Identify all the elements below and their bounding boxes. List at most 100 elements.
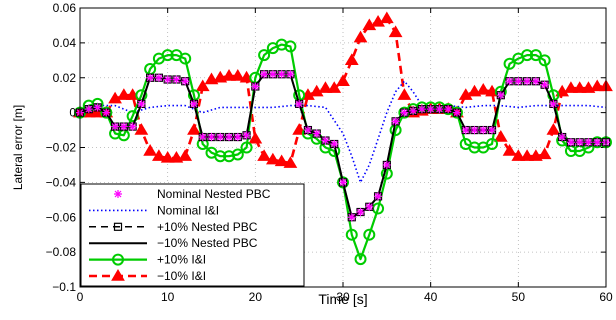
data-point-triangle [160, 150, 175, 163]
data-point-star [207, 133, 216, 142]
data-point-triangle [143, 144, 158, 156]
data-point-star [137, 99, 146, 108]
data-point-star [347, 213, 356, 222]
data-point-star [365, 202, 374, 211]
data-point-triangle [520, 149, 534, 161]
data-point-circle [112, 253, 124, 266]
data-point-star [549, 99, 558, 108]
x-tick-label: 30 [336, 290, 350, 304]
data-point-star [514, 77, 523, 86]
data-point-star [154, 73, 163, 82]
data-point-triangle [274, 154, 289, 167]
data-point-star [444, 105, 453, 114]
data-point-star [339, 178, 347, 187]
data-point-triangle [152, 149, 166, 161]
data-point-star [189, 99, 198, 108]
data-point-triangle [371, 14, 385, 27]
legend-label: −10% Nested PBC [157, 236, 258, 250]
data-point-star [93, 103, 102, 112]
data-point-triangle [309, 84, 324, 97]
data-point-circle [363, 228, 376, 241]
data-point-star [566, 138, 575, 147]
data-point-star [400, 108, 409, 117]
data-point-triangle [476, 82, 491, 95]
legend-label: Nominal I&I [157, 203, 219, 217]
data-point-star [321, 136, 330, 145]
legend-label: −10% I&I [157, 269, 206, 283]
data-point-triangle [379, 11, 394, 24]
data-point-circle [337, 176, 349, 189]
y-tick-label: −0.06 [46, 210, 77, 224]
x-tick-label: 20 [249, 290, 263, 304]
data-point-triangle [572, 81, 587, 93]
data-point-star [216, 133, 225, 142]
y-axis-label: Lateral error [m] [11, 105, 25, 190]
y-tick-label: −0.04 [46, 175, 77, 189]
data-point-star [277, 70, 286, 79]
data-point-star [251, 82, 260, 91]
data-point-triangle [388, 25, 403, 38]
data-point-star [540, 80, 549, 89]
data-point-star [295, 99, 304, 108]
data-point-triangle [502, 144, 517, 156]
data-point-triangle [222, 69, 236, 81]
data-point-triangle [111, 269, 125, 281]
data-point-triangle [511, 149, 526, 161]
data-point-triangle [555, 84, 570, 97]
data-point-triangle [116, 88, 131, 100]
plot-frame [79, 7, 607, 288]
data-point-circle [100, 106, 113, 119]
data-point-circle [486, 138, 499, 151]
data-point-star [260, 70, 269, 79]
legend-label: +10% Nested PBC [157, 220, 258, 234]
data-point-star [84, 105, 93, 114]
x-tick-label: 0 [77, 290, 84, 304]
data-point-star [102, 108, 111, 117]
data-point-star [172, 75, 181, 84]
series-line [79, 80, 607, 184]
data-point-star [312, 129, 321, 138]
series-0 [76, 70, 610, 222]
data-point-triangle [318, 81, 333, 93]
data-point-triangle [230, 69, 245, 81]
data-point-triangle [292, 123, 307, 135]
data-point-star [242, 131, 251, 140]
data-point-star [558, 133, 567, 142]
data-point-star [198, 133, 207, 142]
data-point-triangle [257, 149, 271, 161]
y-tick-label: 0.02 [53, 71, 77, 85]
legend-label: Nominal Nested PBC [157, 187, 271, 201]
data-point-triangle [248, 131, 263, 144]
data-point-star [479, 126, 488, 135]
x-tick-label: 60 [599, 290, 613, 304]
data-point-star [268, 70, 277, 79]
data-point-star [163, 75, 172, 84]
data-point-triangle [178, 149, 193, 161]
legend: Nominal Nested PBC Nominal I&I +10% Nested… [80, 183, 305, 287]
x-tick-label: 50 [512, 290, 526, 304]
data-point-star [417, 105, 426, 114]
x-tick-label: 10 [161, 290, 175, 304]
data-point-triangle [397, 88, 412, 100]
y-tick-label: 0 [69, 106, 76, 120]
data-point-circle [284, 40, 297, 53]
x-axis-label: Time [s] [318, 291, 367, 307]
data-point-triangle [353, 30, 368, 43]
data-point-circle [529, 49, 542, 62]
data-point-star [461, 126, 470, 135]
data-point-circle [354, 253, 367, 266]
data-point-star [119, 122, 128, 131]
data-point-star [452, 108, 461, 117]
data-point-triangle [344, 53, 359, 66]
data-point-star [181, 77, 190, 86]
data-point-triangle [458, 88, 473, 100]
data-point-circle [214, 150, 227, 163]
y-tick-label: 0.06 [53, 1, 77, 15]
data-point-star [330, 140, 339, 149]
data-point-square [113, 222, 123, 231]
data-point-star [488, 126, 497, 135]
legend-box [80, 183, 305, 287]
data-point-star [128, 122, 137, 131]
data-point-circle [258, 49, 271, 62]
